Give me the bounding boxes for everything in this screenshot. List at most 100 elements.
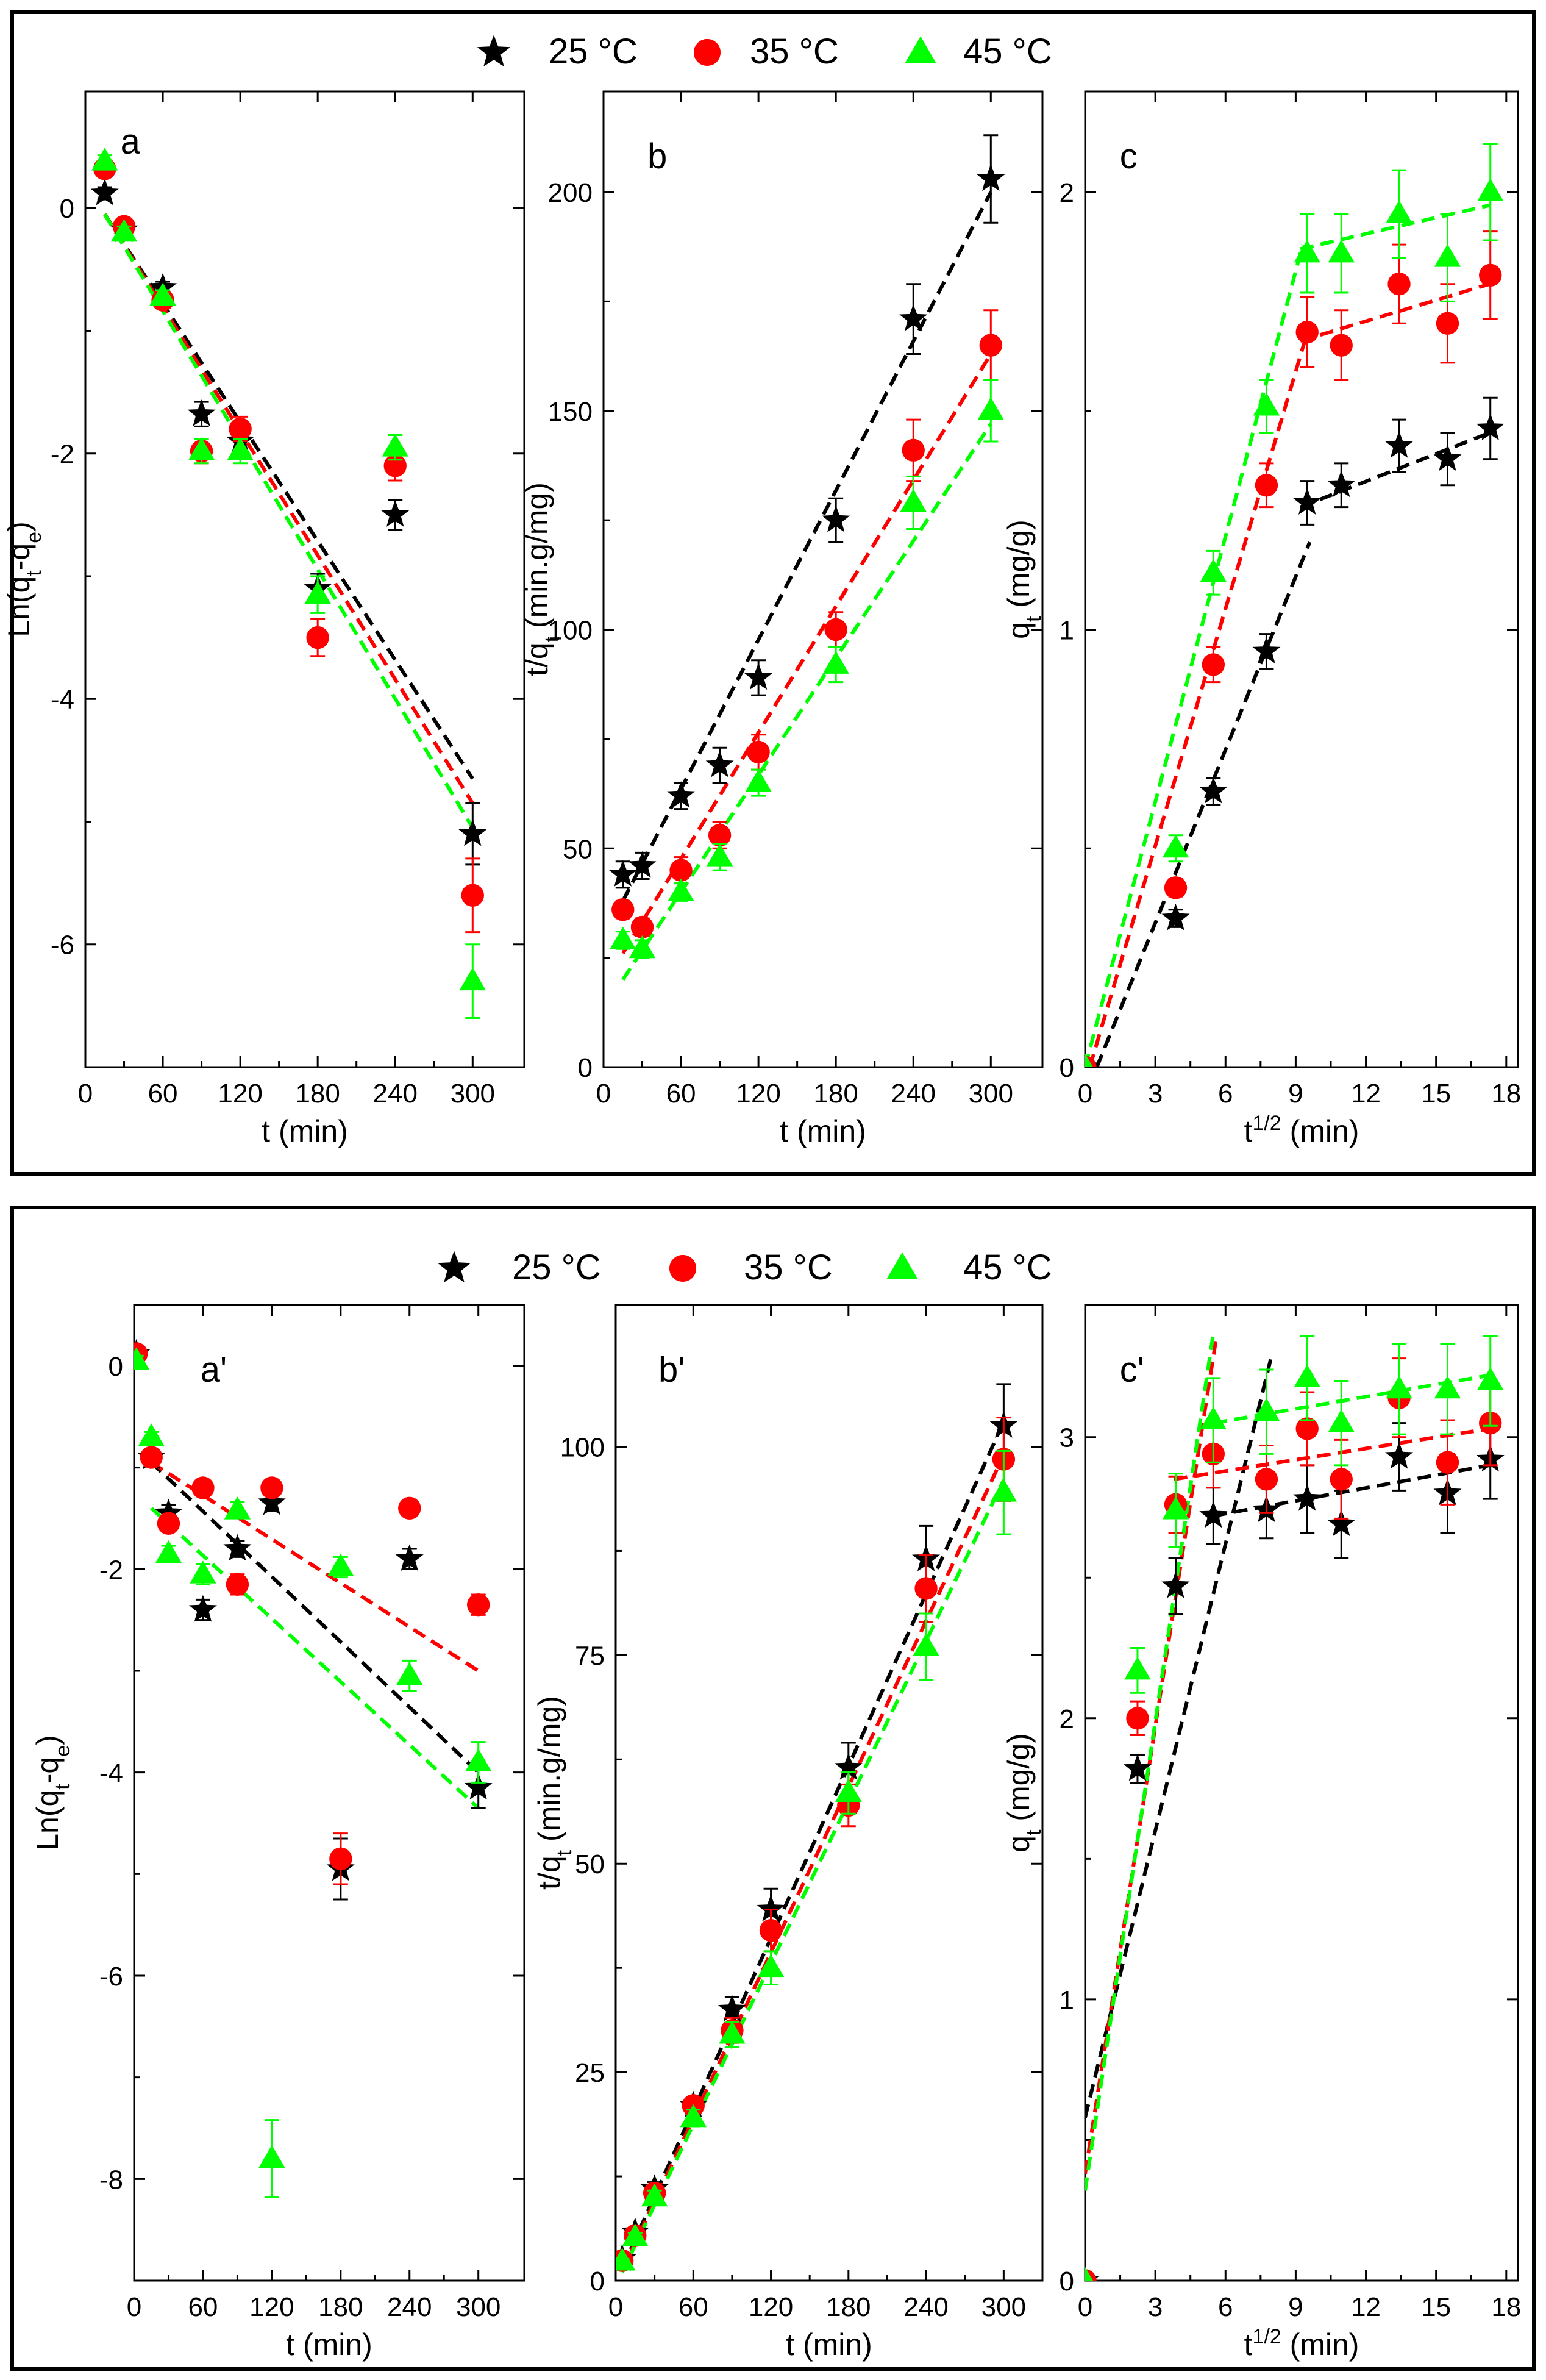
data-point-a2-s0-3 [188, 1595, 217, 1622]
x-axis-title-b2: t (min) [786, 2328, 872, 2362]
fit-line-b2-s2 [620, 1479, 1006, 2273]
fit-line-c-s0-b [1299, 431, 1491, 509]
legend-marker-0 [477, 35, 511, 67]
y-axis-title-c: qt (mg/g) [1002, 520, 1046, 639]
data-point-c2-s2-3 [1200, 1406, 1227, 1430]
data-point-a-s0-3 [187, 399, 216, 426]
x-tick-label: 120 [736, 1079, 780, 1109]
x-tick-label: 300 [981, 2292, 1026, 2322]
data-point-a2-s2-7 [396, 1662, 423, 1685]
data-point-c-s2-4 [1294, 240, 1320, 263]
data-point-b-s0-3 [705, 750, 734, 777]
data-point-b-s1-1 [630, 915, 654, 939]
x-axis-title-c2: t1/2 (min) [1244, 2325, 1359, 2362]
data-point-c-s0-1 [1161, 903, 1190, 931]
data-point-b-s2-0 [610, 926, 636, 949]
axis-title-part: (min) [1281, 2328, 1359, 2362]
x-tick-label: 12 [1351, 1079, 1381, 1109]
y-tick-label: -6 [51, 931, 74, 960]
y-tick-label: 0 [60, 194, 74, 224]
data-point-c2-s1-6 [1330, 1468, 1353, 1491]
data-point-c-s1-4 [1295, 320, 1319, 344]
data-point-b2-s2-7 [913, 1633, 939, 1656]
data-point-c-s2-8 [1477, 178, 1504, 201]
axis-title-sub: t [553, 1849, 576, 1856]
axis-title-part: t [1244, 1114, 1253, 1148]
x-tick-label: 12 [1351, 2292, 1381, 2322]
legend-marker-1 [693, 38, 721, 66]
data-point-c-s2-5 [1328, 240, 1355, 263]
axis-title-part: t (min) [780, 1114, 866, 1148]
x-tick-label: 180 [826, 2292, 871, 2322]
data-point-a2-s1-4 [226, 1573, 249, 1596]
y-axis-title-c2: qt (mg/g) [1002, 1733, 1046, 1853]
legend-marker-0 [437, 1251, 471, 1283]
data-point-a2-s0-2 [154, 1498, 183, 1526]
axis-title-part: ) [30, 1735, 65, 1745]
legend-label-25: 25 °C [549, 32, 638, 71]
x-tick-label: 180 [295, 1079, 340, 1109]
data-point-c-s1-2 [1202, 653, 1225, 676]
legend-item-45-bottom: 45 °C [886, 1248, 1052, 1287]
axis-title-sup: 1/2 [1252, 2325, 1281, 2348]
plot-content-a [90, 148, 487, 1019]
data-point-c2-s2-0 [1085, 2267, 1094, 2281]
axis-title-part: q [1002, 622, 1036, 639]
plot-content-a2 [134, 1338, 493, 2198]
x-axis-title-a: t (min) [262, 1114, 348, 1148]
data-point-b-s1-0 [611, 898, 635, 921]
y-tick-label: 0 [1060, 2267, 1074, 2296]
data-point-a-s2-7 [459, 967, 486, 991]
fit-line-b2-s1 [620, 1454, 1006, 2271]
x-tick-label: 0 [1078, 2292, 1092, 2322]
axis-title-part: t (min) [286, 2328, 372, 2362]
y-axis-title-a: Ln(qt-qe) [2, 521, 46, 637]
x-tick-label: 3 [1148, 2292, 1163, 2322]
data-point-b2-s2-1 [622, 2223, 649, 2246]
data-point-c-s0-8 [1476, 413, 1505, 440]
x-tick-label: 120 [249, 2292, 294, 2322]
data-point-a-s0-6 [381, 500, 410, 527]
y-tick-label: 100 [560, 1432, 605, 1462]
data-point-c-s2-1 [1162, 834, 1189, 858]
axis-title-part: (mg/g) [1002, 520, 1036, 616]
y-tick-label: -8 [99, 2165, 123, 2195]
y-tick-label: 200 [548, 178, 593, 208]
data-point-a-s1-5 [306, 626, 329, 649]
plot-content-c2 [1085, 1330, 1505, 2281]
data-point-b2-s1-7 [914, 1577, 938, 1600]
axis-title-sup: 1/2 [1252, 1112, 1281, 1135]
fit-line-c-s1-b [1300, 282, 1491, 343]
data-point-c2-s2-1 [1124, 1656, 1151, 1680]
x-tick-label: 0 [1078, 1079, 1092, 1109]
y-tick-label: 25 [575, 2058, 605, 2088]
fit-line-c-s0 [1095, 541, 1312, 1067]
y-tick-label: 0 [109, 1352, 123, 1382]
data-point-a2-s2-2 [155, 1540, 182, 1563]
data-point-b-s0-4 [744, 663, 773, 690]
legend-marker-1 [669, 1254, 697, 1282]
x-tick-label: 60 [148, 1079, 178, 1109]
data-point-b2-s0-6 [834, 1753, 863, 1780]
y-tick-label: -4 [99, 1759, 123, 1789]
data-point-b2-s2-3 [680, 2104, 707, 2128]
data-point-a2-s2-1 [138, 1423, 165, 1446]
fit-line-a-s2 [103, 213, 474, 829]
x-tick-label: 60 [188, 2292, 218, 2322]
data-point-a-s2-1 [110, 219, 138, 242]
data-point-a-s2-3 [188, 437, 215, 460]
data-point-a-s2-4 [227, 437, 254, 460]
data-point-b-s0-2 [667, 781, 696, 808]
axis-title-sub: e [23, 532, 46, 543]
data-point-a2-s1-5 [260, 1476, 283, 1499]
axis-title-part: t [1244, 2328, 1253, 2362]
data-point-a2-s0-5 [257, 1488, 286, 1515]
data-point-c2-s1-8 [1436, 1451, 1459, 1474]
y-tick-label: 75 [575, 1641, 605, 1671]
data-point-a-s0-0 [90, 178, 119, 205]
